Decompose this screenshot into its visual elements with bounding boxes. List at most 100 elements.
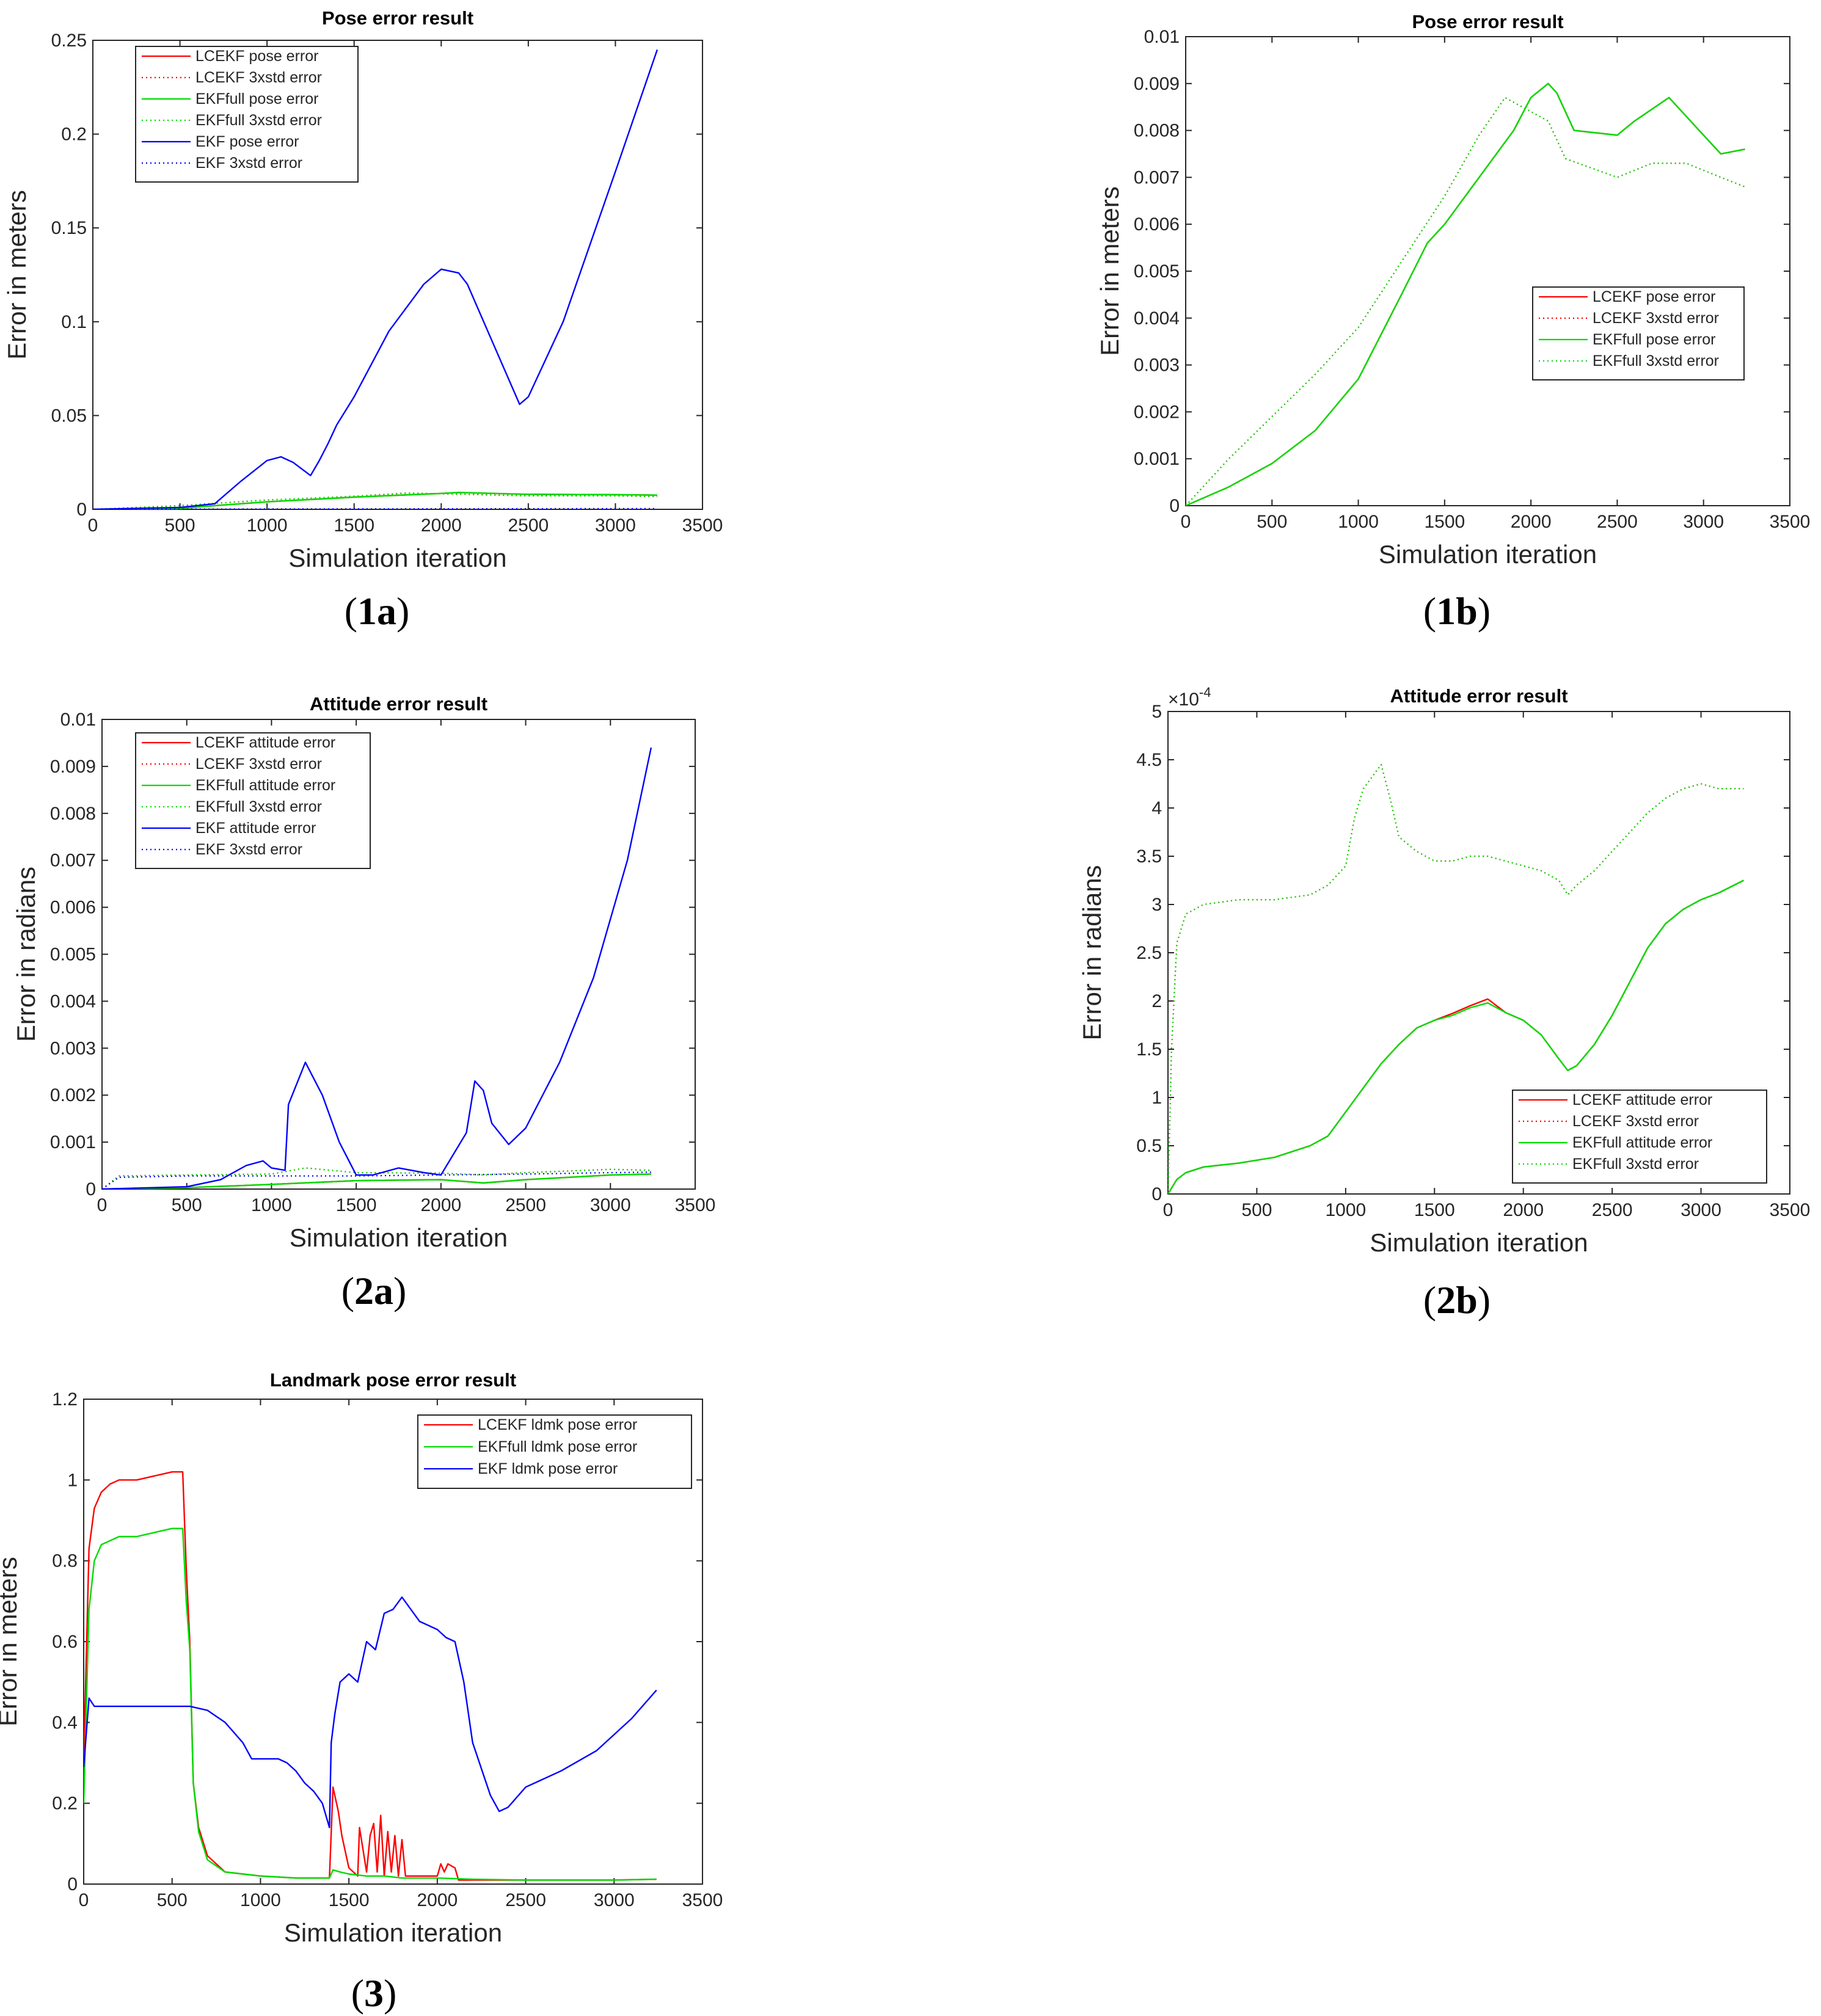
x-tick-label: 500 [1241,1200,1272,1220]
series-line-ekf-ldmk-pose-error [84,1596,657,1829]
x-tick-label: 1000 [240,1890,281,1910]
series-group [1186,82,1745,506]
plot-area [1185,36,1790,506]
caption-label: 2a [354,1269,393,1312]
y-tick-label: 0.009 [1134,74,1180,94]
y-tick-label: 0.15 [51,218,87,238]
y-tick-label: 0.2 [52,1794,78,1814]
x-tick-label: 3000 [590,1195,631,1215]
x-tick-label: 1500 [1424,512,1465,532]
legend-label: EKFfull 3xstd error [195,112,322,129]
legend-label: EKF attitude error [195,820,316,837]
legend-label: EKFfull attitude error [195,777,335,794]
y-tick-label: 0.001 [1134,449,1180,469]
legend-label: EKF ldmk pose error [478,1460,618,1477]
y-tick-label: 0.006 [1134,214,1180,235]
x-tick-label: 1000 [1338,512,1379,532]
y-tick-label: 0.01 [60,710,96,730]
x-tick-label: 2000 [1511,512,1552,532]
x-tick-label: 2500 [1597,512,1638,532]
x-tick-label: 3500 [682,515,723,536]
x-tick-label: 3000 [594,1890,635,1910]
y-tick-label: 0.004 [50,991,96,1011]
y-tick-label: 0.008 [50,804,96,824]
x-tick-label: 1000 [1325,1200,1366,1220]
legend-box [1512,1090,1767,1184]
x-tick-label: 2000 [420,1195,461,1215]
x-tick-label: 2500 [505,1890,546,1910]
y-tick-label: 1.5 [1136,1039,1162,1060]
caption-open-paren: ( [345,589,357,633]
x-tick-label: 1500 [336,1195,377,1215]
caption-label: 1b [1436,589,1478,633]
legend-label: EKFfull pose error [195,90,318,107]
y-tick-label: 0 [76,500,87,520]
legend-label: EKFfull attitude error [1572,1134,1712,1151]
series-line-ekffull-ldmk-pose-error [84,1527,657,1881]
legend-box [135,46,359,183]
x-tick-label: 0 [88,515,98,536]
series-line-ekf-3xstd-error [102,1171,651,1189]
y-tick-label: 0.4 [52,1712,78,1733]
y-axis-label: Error in meters [0,1557,22,1727]
y-tick-label: 4.5 [1136,750,1162,770]
x-tick-label: 2000 [1503,1200,1544,1220]
x-tick-label: 1000 [247,515,288,536]
y-tick-label: 0 [86,1179,96,1199]
y-tick-label: 0.007 [1134,167,1180,187]
chart-title: Pose error result [1412,11,1563,32]
caption-open-paren: ( [351,1971,364,2015]
y-axis-label: Error in meters [2,190,31,360]
x-tick-label: 3000 [1683,512,1724,532]
x-tick-label: 1500 [1414,1200,1455,1220]
chart-1b: 0 500 1000 1500 2000 2500 3000 3500 0 0.001 0.002 0… [1095,11,1810,633]
y-tick-label: 0.01 [1144,27,1180,47]
x-tick-label: 0 [79,1890,89,1910]
y-tick-label: 2 [1151,991,1162,1011]
y-tick-label: 1.2 [52,1389,78,1410]
x-tick-label: 500 [1257,512,1287,532]
x-tick-label: 3000 [1681,1200,1721,1220]
series-line-ekf-attitude-error [102,747,652,1189]
legend: LCEKF attitude error LCEKF 3xstd error EKF… [135,732,371,869]
legend-box [1532,286,1745,380]
panel-caption: (2b) [1423,1278,1491,1322]
y-axis-label: Error in meters [1095,186,1124,356]
x-tick-label: 2000 [421,515,462,536]
series-group [1168,763,1744,1194]
legend-label: EKFfull ldmk pose error [478,1438,637,1455]
legend-label: EKFfull 3xstd error [195,798,322,815]
chart-3: 0 500 1000 1500 2000 2500 3000 3500 0 0.2 0.4 0.6 0.… [0,1369,723,2015]
series-line-ekffull-pose-error [1186,82,1745,506]
caption-close-paren: ) [1478,1278,1491,1322]
legend-box [135,732,371,869]
legend-box [417,1414,692,1489]
chart-2b: 0 500 1000 1500 2000 2500 3000 3500 0 0.5 1 1.5 2 2.5… [1078,685,1810,1322]
caption-close-paren: ) [396,589,409,633]
chart-title: Attitude error result [310,693,487,715]
caption-open-paren: ( [1423,1278,1436,1322]
y-tick-label: 0.007 [50,851,96,871]
legend-label: LCEKF 3xstd error [1572,1113,1699,1130]
y-tick-label: 0.003 [1134,355,1180,376]
caption-label: 1a [357,589,396,633]
legend-label: LCEKF 3xstd error [195,69,322,86]
caption-label: 3 [364,1971,384,2015]
y-tick-label: 1 [67,1470,78,1490]
y-tick-label: 0.2 [61,125,87,145]
y-tick-label: 0 [1151,1184,1162,1204]
legend-label: LCEKF pose error [195,48,318,65]
legend-label: LCEKF ldmk pose error [478,1416,637,1433]
x-tick-label: 3500 [1770,1200,1811,1220]
panel-caption: (1a) [345,589,410,633]
y-tick-label: 0 [1169,496,1180,516]
series-group [93,49,659,509]
x-axis-label: Simulation iteration [284,1918,502,1947]
series-line-ekffull-3xstd-error [102,1167,651,1189]
series-line-ekffull-attitude-error [1168,879,1744,1194]
legend-label: LCEKF 3xstd error [195,755,322,773]
legend: LCEKF pose error LCEKF 3xstd error EKFfull… [1532,286,1745,380]
legend-label: EKFfull 3xstd error [1572,1155,1699,1173]
caption-open-paren: ( [1423,589,1436,633]
x-axis-label: Simulation iteration [1379,540,1597,569]
